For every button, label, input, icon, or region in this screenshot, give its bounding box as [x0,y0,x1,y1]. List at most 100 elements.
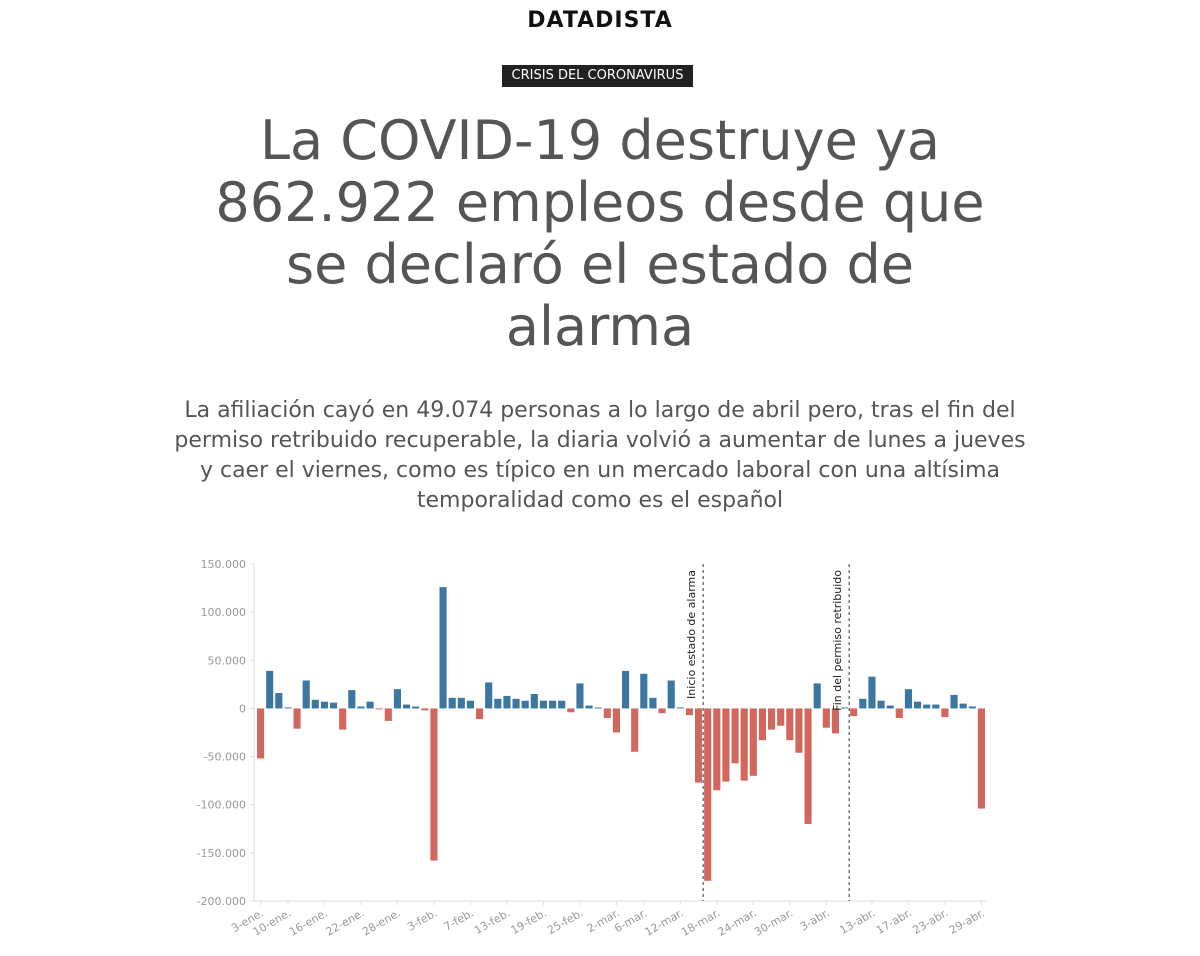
bar [968,706,976,709]
y-tick-label: -200.000 [197,895,246,908]
bar [831,708,839,734]
x-tick-label: 23-abr. [910,906,950,937]
bar [257,708,265,759]
headline: La COVID-19 destruye ya 862.922 empleos … [215,109,985,358]
bar [932,704,940,709]
bar [348,690,356,709]
x-tick-label: 12-mar. [643,906,686,938]
bar [576,683,584,709]
bar [549,700,557,709]
x-tick-label: 17-abr. [874,906,914,937]
x-tick-label: 19-feb. [509,906,549,937]
bar [658,708,666,714]
bar [722,708,730,782]
bar [585,705,593,709]
bar [457,697,465,709]
bar [375,708,383,710]
x-tick-label: 13-feb. [472,906,512,937]
bar [412,706,420,709]
bar [320,701,328,709]
annotation-label: Fin del permiso retribuido [831,570,844,711]
bar [622,670,630,709]
bar [567,708,575,713]
bar [868,676,876,709]
bar [603,708,611,719]
bar [977,708,985,809]
x-tick-label: 3-feb. [405,906,439,933]
bar [366,701,374,709]
bar [302,680,310,709]
bar [850,708,858,717]
y-tick-label: -50.000 [204,751,246,764]
bar [676,707,684,709]
y-tick-label: 150.000 [201,558,247,571]
bar [512,698,520,709]
bar [485,682,493,709]
x-tick-label: 3-abr. [798,906,832,933]
bar [713,708,721,791]
bar [685,708,693,716]
bar [594,707,602,709]
bar [813,683,821,709]
bar [704,708,712,881]
y-tick-label: 0 [239,702,246,715]
bar [777,708,785,726]
bar [293,708,301,729]
bar [631,708,639,752]
bar [804,708,812,824]
bar [558,700,566,709]
bar [886,705,894,709]
bar [786,708,794,741]
bar [311,699,319,709]
y-tick-label: 100.000 [201,606,247,619]
bar [941,708,949,718]
bar [649,697,657,709]
bar [612,708,620,733]
bar [539,700,547,709]
x-tick-label: 18-mar. [679,906,722,938]
brand-logo[interactable]: DATADISTA [527,8,673,33]
x-tick-label: 7-feb. [442,906,476,933]
bar [695,708,703,783]
bar [795,708,803,753]
bar [521,700,529,709]
y-tick-label: -150.000 [197,847,246,860]
bar [640,673,648,709]
bar [503,695,511,709]
bar [877,700,885,709]
bar [950,694,958,709]
bar [749,708,757,776]
employment-bar-chart: 150.000 100.000 50.000 0 -50.000 -100.000 -150… [197,558,987,939]
bar [421,708,429,711]
bar [466,700,474,709]
bar [822,708,830,728]
x-tick-label: 16-ene. [287,906,330,938]
bar [403,704,411,709]
bar [904,689,912,709]
bar [768,708,776,730]
bar [859,698,867,709]
y-tick-label: -100.000 [197,799,246,812]
x-tick-label: 24-mar. [716,906,759,938]
annotation-label: Inicio estado de alarma [685,570,698,699]
bar [439,587,447,709]
bar [914,701,922,709]
x-tick-label: 25-feb. [545,906,585,937]
x-tick-label: 28-ene. [360,906,403,938]
x-tick-label: 22-ene. [324,906,367,938]
bar [339,708,347,730]
bar [448,697,456,709]
bar [275,693,283,709]
bar [330,702,338,709]
subheadline: La afiliación cayó en 49.074 personas a … [174,398,1026,513]
bar [384,708,392,721]
section-tag[interactable]: CRISIS DEL CORONAVIRUS [502,65,693,87]
x-tick-label: 13-abr. [837,906,877,937]
bar [740,708,748,781]
bar [476,708,484,720]
bar [758,708,766,741]
bar [959,703,967,709]
x-tick-label: 29-abr. [947,906,987,937]
bar [530,693,538,709]
bar [923,704,931,709]
